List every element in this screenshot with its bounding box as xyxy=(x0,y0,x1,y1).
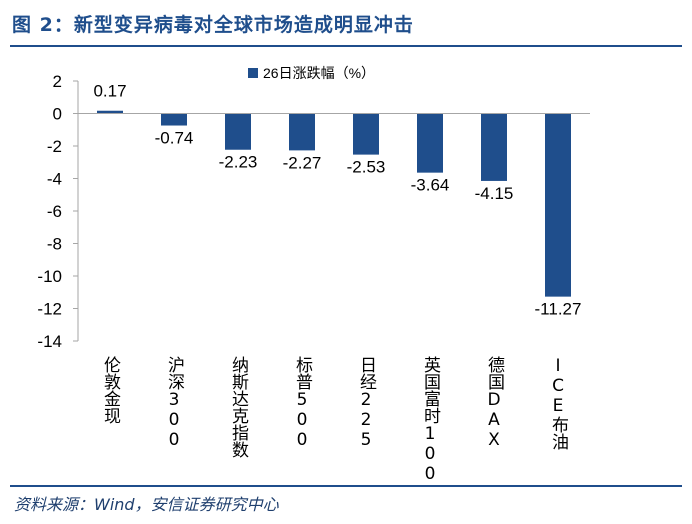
category-label: ICE布油 xyxy=(548,356,569,450)
bar xyxy=(289,113,315,151)
legend: 26日涨跌幅（%） xyxy=(248,65,375,81)
source-note: 资料来源：Wind，安信证券研究中心 xyxy=(14,495,279,514)
bar xyxy=(417,113,443,173)
bar xyxy=(353,113,379,155)
y-tick-label: -4 xyxy=(47,170,62,189)
bar xyxy=(545,113,571,297)
data-label: -0.74 xyxy=(155,129,194,148)
y-tick-label: 0 xyxy=(53,105,62,124)
category-label: 英国富时100 xyxy=(420,356,441,484)
category-label: 标普500 xyxy=(292,356,313,450)
category-label: 沪深300 xyxy=(164,356,185,450)
figure-title: 图 2：新型变异病毒对全球市场造成明显冲击 xyxy=(12,14,414,36)
y-tick-label: -14 xyxy=(37,332,62,351)
y-tick-label: -12 xyxy=(37,300,62,319)
data-label: 0.17 xyxy=(93,82,126,101)
data-label: -2.53 xyxy=(347,158,386,177)
source-rule xyxy=(10,485,682,487)
bar-chart: 2 0 -2 -4 -6 -8 -10 -12 -14 0.17 -0.74 -2.23 -2.27 -… xyxy=(37,65,590,484)
legend-label: 26日涨跌幅（%） xyxy=(263,65,375,81)
bar xyxy=(97,110,123,114)
data-label: -2.27 xyxy=(283,153,322,172)
bar-series xyxy=(97,110,571,297)
bar xyxy=(481,113,507,181)
title-rule xyxy=(10,45,682,47)
data-labels: 0.17 -0.74 -2.23 -2.27 -2.53 -3.64 -4.15 -11.27 xyxy=(93,82,581,319)
y-tick-label: -10 xyxy=(37,267,62,286)
category-label: 纳斯达克指数 xyxy=(228,356,249,458)
bar xyxy=(161,113,187,126)
data-label: -2.23 xyxy=(219,153,258,172)
y-tick-label: -8 xyxy=(47,235,62,254)
bar xyxy=(225,113,251,150)
category-label: 日经225 xyxy=(356,356,377,450)
y-axis: 2 0 -2 -4 -6 -8 -10 -12 -14 xyxy=(37,72,79,351)
y-tick-label: -2 xyxy=(47,137,62,156)
category-label: 伦敦金现 xyxy=(100,356,121,424)
data-label: -4.15 xyxy=(475,184,514,203)
legend-swatch xyxy=(248,68,258,78)
data-label: -3.64 xyxy=(411,176,450,195)
y-tick-label: 2 xyxy=(53,72,62,91)
data-label: -11.27 xyxy=(535,300,582,319)
y-tick-label: -6 xyxy=(47,202,62,221)
category-label: 德国DAX xyxy=(484,356,505,450)
category-labels: 伦敦金现 沪深300 纳斯达克指数 标普500 日经225 英国富时100 德国DAX ICE… xyxy=(100,356,569,484)
